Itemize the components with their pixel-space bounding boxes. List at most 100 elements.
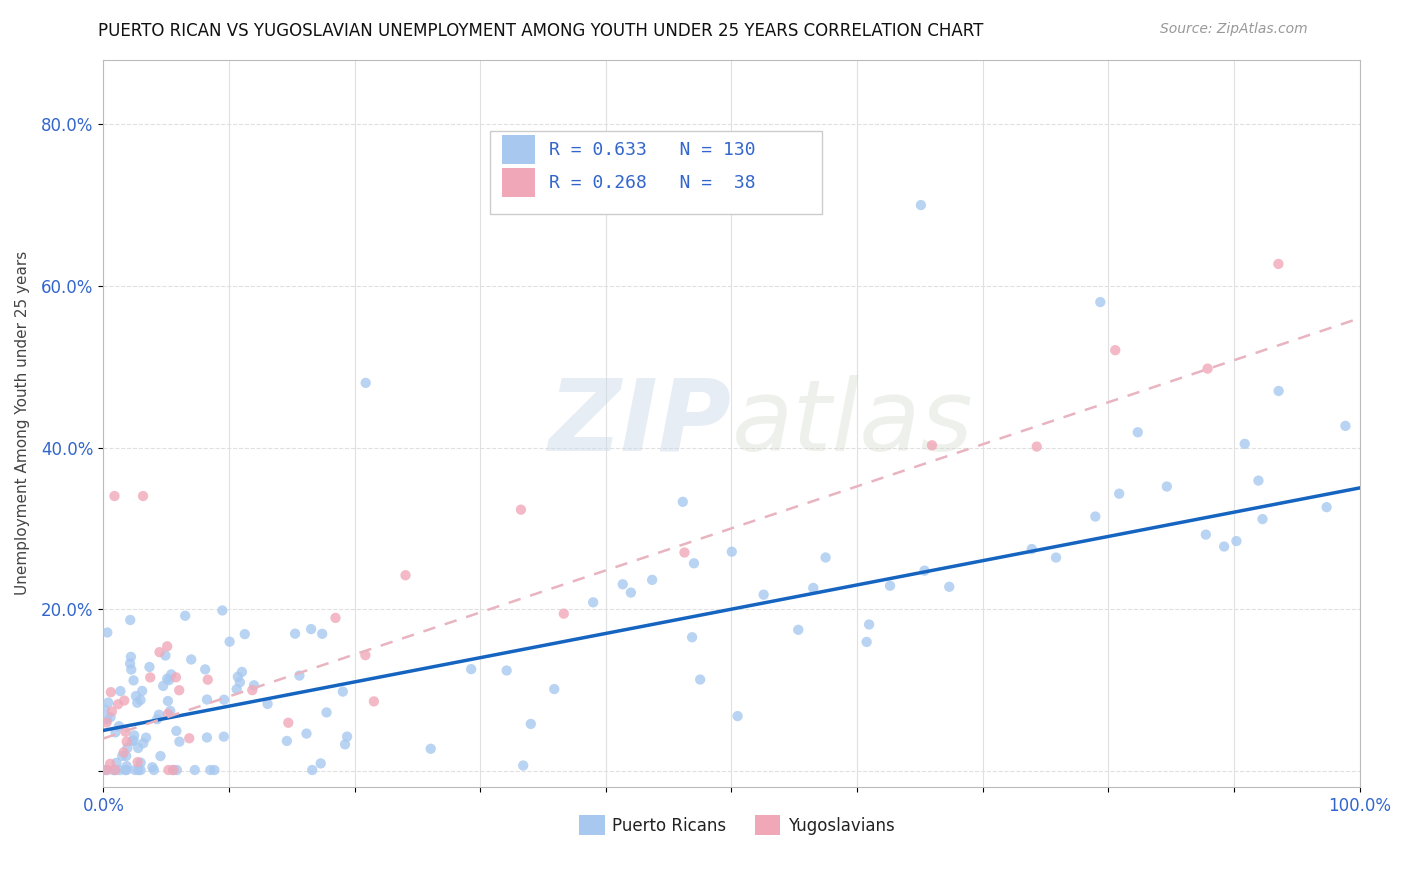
Point xyxy=(231,665,253,679)
Point xyxy=(1233,437,1256,451)
Point xyxy=(104,763,127,777)
Point xyxy=(112,693,135,707)
Point xyxy=(156,672,179,686)
Point xyxy=(1021,541,1043,556)
Point xyxy=(510,502,533,516)
Point xyxy=(354,376,377,390)
Point xyxy=(124,763,146,777)
Point xyxy=(914,564,936,578)
Point xyxy=(683,557,706,571)
Point xyxy=(105,756,128,770)
Point xyxy=(139,670,162,684)
Point xyxy=(1090,295,1112,310)
Point xyxy=(333,737,356,751)
Text: R = 0.268   N =  38: R = 0.268 N = 38 xyxy=(550,174,756,193)
Point xyxy=(93,763,115,777)
Point xyxy=(1197,361,1219,376)
Point xyxy=(938,580,960,594)
Point xyxy=(543,681,565,696)
Text: atlas: atlas xyxy=(731,375,973,472)
Point xyxy=(332,684,354,698)
FancyBboxPatch shape xyxy=(491,131,823,214)
Point xyxy=(1251,512,1274,526)
Point xyxy=(460,662,482,676)
Point xyxy=(122,728,145,742)
Point xyxy=(394,568,416,582)
Point xyxy=(149,749,172,764)
Point xyxy=(641,573,664,587)
Point xyxy=(121,734,143,748)
Text: R = 0.633   N = 130: R = 0.633 N = 130 xyxy=(550,141,756,159)
Point xyxy=(288,668,311,682)
Point xyxy=(354,648,377,662)
Point xyxy=(184,763,207,777)
Point xyxy=(96,712,118,726)
Point xyxy=(910,198,932,212)
Point xyxy=(162,763,184,777)
Point xyxy=(127,741,149,756)
Point xyxy=(120,657,142,671)
Point xyxy=(787,623,810,637)
Point xyxy=(299,622,322,636)
Point xyxy=(419,741,441,756)
Point xyxy=(520,717,543,731)
Point xyxy=(156,640,179,654)
Point xyxy=(96,763,118,777)
Point xyxy=(720,544,742,558)
Point xyxy=(512,758,534,772)
Point xyxy=(1156,479,1178,493)
Point xyxy=(115,749,138,764)
Point xyxy=(156,706,179,721)
Point xyxy=(311,627,333,641)
Point xyxy=(104,763,127,777)
Point xyxy=(97,696,120,710)
Point xyxy=(146,712,169,726)
FancyBboxPatch shape xyxy=(579,815,605,835)
Point xyxy=(115,759,138,773)
Point xyxy=(301,763,323,777)
Point xyxy=(336,730,359,744)
Point xyxy=(165,723,187,738)
Point xyxy=(142,763,165,777)
Point xyxy=(673,545,696,559)
Point xyxy=(127,696,149,710)
Point xyxy=(148,707,170,722)
Point xyxy=(295,726,318,740)
Text: ZIP: ZIP xyxy=(548,375,731,472)
Point xyxy=(103,763,125,777)
Point xyxy=(309,756,332,771)
Point xyxy=(129,763,152,777)
Point xyxy=(195,731,218,745)
Point xyxy=(104,725,127,739)
Text: Puerto Ricans: Puerto Ricans xyxy=(612,816,727,835)
Point xyxy=(129,756,152,770)
Point xyxy=(233,627,256,641)
Point xyxy=(117,740,139,755)
Point xyxy=(197,673,219,687)
Point xyxy=(1195,527,1218,541)
Point xyxy=(108,763,131,777)
Point xyxy=(195,692,218,706)
Point xyxy=(855,635,877,649)
Point xyxy=(112,745,135,759)
Point xyxy=(165,670,187,684)
Point xyxy=(111,748,134,763)
Point xyxy=(100,710,122,724)
Point xyxy=(243,678,266,692)
Point xyxy=(1108,486,1130,500)
Point xyxy=(194,662,217,676)
Point xyxy=(218,634,240,648)
Point xyxy=(200,763,222,777)
Point xyxy=(138,660,160,674)
Point xyxy=(162,763,184,777)
Point xyxy=(156,694,179,708)
Point xyxy=(284,626,307,640)
Point xyxy=(1316,500,1339,515)
Point xyxy=(212,730,235,744)
Point xyxy=(212,692,235,706)
Point xyxy=(135,731,157,745)
Point xyxy=(858,617,880,632)
Point xyxy=(1225,534,1247,549)
Point xyxy=(1025,440,1047,454)
Point xyxy=(1247,474,1270,488)
